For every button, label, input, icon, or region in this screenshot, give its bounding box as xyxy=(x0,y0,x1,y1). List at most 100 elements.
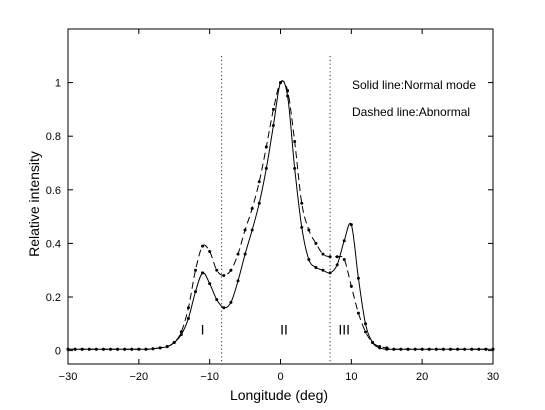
data-point xyxy=(371,341,375,345)
data-point xyxy=(257,201,261,205)
data-point xyxy=(123,347,127,351)
x-tick-label: 20 xyxy=(416,371,428,383)
region-label: III xyxy=(338,322,350,338)
data-point xyxy=(208,282,212,286)
data-point xyxy=(194,290,197,294)
data-point xyxy=(470,347,474,351)
data-point xyxy=(264,166,268,170)
data-point xyxy=(342,239,346,243)
data-point xyxy=(179,330,183,334)
data-point xyxy=(328,255,332,259)
data-point xyxy=(300,201,304,205)
data-point xyxy=(314,241,318,245)
data-point xyxy=(186,306,190,310)
data-point xyxy=(321,252,325,256)
data-point xyxy=(434,347,438,351)
data-point xyxy=(392,347,396,351)
y-tick-label: 0.4 xyxy=(46,238,61,250)
data-point xyxy=(484,347,488,351)
data-point xyxy=(279,81,282,85)
x-tick-label: 10 xyxy=(345,371,357,383)
data-point xyxy=(335,255,339,259)
data-point xyxy=(194,268,197,272)
data-point xyxy=(477,347,481,351)
legend-note-solid: Solid line:Normal mode xyxy=(352,78,476,92)
data-point xyxy=(201,271,205,275)
y-axis-ticks: 0 0.2 0.4 0.6 0.8 1 xyxy=(46,78,493,358)
x-axis-label: Longitude (deg) xyxy=(230,387,328,403)
data-point xyxy=(349,223,353,227)
data-point xyxy=(364,330,367,334)
data-point xyxy=(364,322,367,326)
data-point xyxy=(236,252,240,256)
data-point xyxy=(356,276,360,280)
data-point xyxy=(116,347,120,351)
data-point xyxy=(215,298,219,302)
data-point xyxy=(449,347,452,351)
data-point xyxy=(293,166,297,170)
data-point xyxy=(250,228,254,232)
x-tick-label: −10 xyxy=(200,371,219,383)
y-tick-label: 0.6 xyxy=(46,185,61,197)
data-point xyxy=(271,123,275,127)
x-tick-label: 0 xyxy=(277,371,283,383)
series-layer xyxy=(66,80,495,351)
x-tick-label: −20 xyxy=(129,371,148,383)
data-point xyxy=(66,347,70,351)
data-point xyxy=(314,266,318,270)
data-point xyxy=(186,316,190,320)
data-point xyxy=(293,140,297,144)
data-point xyxy=(385,346,389,350)
data-point xyxy=(413,347,417,351)
data-point xyxy=(286,89,290,93)
series-dashed xyxy=(66,80,495,351)
data-point xyxy=(420,347,424,351)
data-point xyxy=(300,225,304,229)
y-tick-label: 0.2 xyxy=(46,292,61,304)
y-tick-label: 0.8 xyxy=(46,131,61,143)
data-point xyxy=(257,180,261,184)
data-point xyxy=(165,345,169,349)
y-tick-label: 1 xyxy=(55,78,61,90)
data-point xyxy=(321,268,325,272)
data-point xyxy=(172,341,176,345)
data-point xyxy=(328,271,332,275)
x-tick-label: −30 xyxy=(59,371,78,383)
data-point xyxy=(307,228,311,232)
data-point xyxy=(243,228,247,232)
data-point xyxy=(109,347,112,351)
data-point xyxy=(307,257,311,261)
data-point xyxy=(236,279,240,283)
data-point xyxy=(208,249,212,253)
data-point xyxy=(406,347,410,351)
data-point xyxy=(342,257,346,261)
data-point xyxy=(229,268,233,272)
data-point xyxy=(378,345,382,349)
y-tick-label: 0 xyxy=(55,346,61,358)
legend-note-dashed: Dashed line:Abnormal xyxy=(352,105,470,119)
data-point xyxy=(222,306,226,310)
region-label: II xyxy=(280,322,288,338)
data-point xyxy=(87,347,91,351)
data-point xyxy=(463,347,467,351)
data-point xyxy=(349,284,353,288)
data-point xyxy=(250,207,254,211)
data-point xyxy=(101,347,105,351)
data-point xyxy=(144,347,148,351)
data-point xyxy=(335,263,339,267)
data-point xyxy=(137,347,141,351)
data-point xyxy=(271,107,275,111)
region-labels: I II III xyxy=(201,322,350,338)
data-point xyxy=(158,346,162,350)
data-point xyxy=(229,300,233,304)
data-point xyxy=(94,347,98,351)
data-point xyxy=(427,347,431,351)
x-axis-ticks: −30 −20 −10 0 10 20 30 xyxy=(59,29,499,383)
data-point xyxy=(456,347,460,351)
data-point xyxy=(399,347,403,351)
x-tick-label: 30 xyxy=(487,371,499,383)
y-axis-label: Relative intensity xyxy=(26,151,42,257)
data-point xyxy=(356,311,360,315)
